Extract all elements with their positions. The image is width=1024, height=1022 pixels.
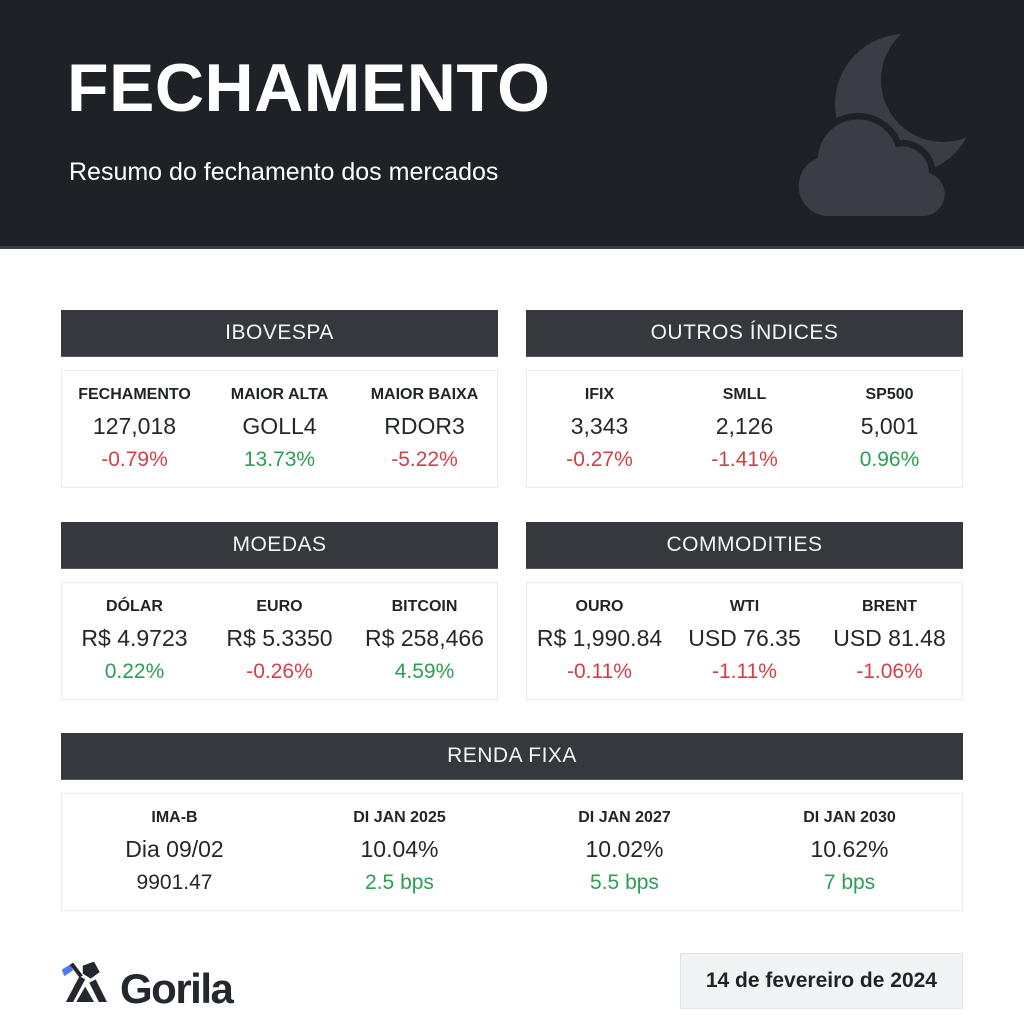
gorila-logo-icon bbox=[61, 961, 107, 1002]
panel-header-renda-fixa: RENDA FIXA bbox=[61, 732, 963, 780]
metric-change: -0.26% bbox=[246, 659, 313, 683]
metric-value: USD 76.35 bbox=[688, 624, 801, 651]
panel-card-ibovespa: FECHAMENTO 127,018 -0.79% MAIOR ALTA GOL… bbox=[61, 370, 498, 488]
metric-euro: EURO R$ 5.3350 -0.26% bbox=[207, 598, 352, 683]
panel-title: COMMODITIES bbox=[666, 532, 823, 556]
panel-title: OUTROS ÍNDICES bbox=[650, 321, 839, 344]
panel-card-renda-fixa: IMA-B Dia 09/02 9901.47 DI JAN 2025 10.0… bbox=[61, 792, 963, 911]
metric-change: 5.5 bps bbox=[590, 870, 659, 894]
metric-label: SMLL bbox=[722, 386, 767, 403]
report-date-badge: 14 de fevereiro de 2024 bbox=[679, 953, 963, 1009]
metric-value: GOLL4 bbox=[242, 412, 317, 439]
metric-label: DI JAN 2027 bbox=[578, 808, 671, 826]
metric-label: IFIX bbox=[584, 386, 615, 403]
metric-value: 127,018 bbox=[92, 412, 177, 439]
panel-moedas: MOEDAS DÓLAR R$ 4.9723 0.22% EURO R$ 5.3… bbox=[61, 521, 498, 700]
metric-change: -5.22% bbox=[391, 447, 458, 471]
panel-outros-indices: OUTROS ÍNDICES IFIX 3,343 -0.27% SMLL 2,… bbox=[526, 310, 963, 488]
metric-change: 2.5 bps bbox=[365, 870, 434, 894]
metric-value: R$ 258,466 bbox=[365, 624, 484, 651]
moon-cloud-icon bbox=[793, 18, 998, 223]
metric-smll: SMLL 2,126 -1.41% bbox=[672, 386, 817, 471]
brand-logo: Gorila bbox=[61, 953, 234, 1013]
panel-title: RENDA FIXA bbox=[447, 743, 577, 767]
page-title: FECHAMENTO bbox=[67, 50, 551, 126]
metric-change: 0.22% bbox=[104, 659, 165, 683]
metric-value: R$ 4.9723 bbox=[81, 624, 188, 651]
metric-di-jan-2027: DI JAN 2027 10.02% 5.5 bps bbox=[512, 809, 737, 894]
metric-label: FECHAMENTO bbox=[78, 386, 191, 403]
metric-maior-baixa: MAIOR BAIXA RDOR3 -5.22% bbox=[352, 386, 497, 471]
metric-change: -0.11% bbox=[567, 659, 632, 683]
metric-change: 4.59% bbox=[394, 659, 455, 683]
metric-label: EURO bbox=[256, 597, 303, 615]
panel-header-outros-indices: OUTROS ÍNDICES bbox=[526, 310, 963, 357]
metric-change: -1.06% bbox=[856, 659, 923, 683]
metric-value: R$ 1,990.84 bbox=[536, 624, 663, 651]
metric-value: 2,126 bbox=[715, 412, 774, 439]
market-summary: IBOVESPA FECHAMENTO 127,018 -0.79% MAIOR… bbox=[0, 310, 1024, 911]
metric-di-jan-2030: DI JAN 2030 10.62% 7 bps bbox=[737, 809, 962, 894]
metric-label: IMA-B bbox=[151, 808, 198, 826]
footer: Gorila 14 de fevereiro de 2024 bbox=[0, 953, 1024, 1013]
panel-title: IBOVESPA bbox=[225, 321, 334, 344]
metric-di-jan-2025: DI JAN 2025 10.04% 2.5 bps bbox=[287, 809, 512, 894]
metric-fechamento: FECHAMENTO 127,018 -0.79% bbox=[62, 386, 207, 471]
metric-wti: WTI USD 76.35 -1.11% bbox=[672, 598, 817, 683]
metric-value: 10.02% bbox=[585, 835, 664, 862]
metric-change: -0.79% bbox=[101, 447, 168, 471]
metric-dolar: DÓLAR R$ 4.9723 0.22% bbox=[62, 598, 207, 683]
metric-sp500: SP500 5,001 0.96% bbox=[817, 386, 962, 471]
panel-card-outros-indices: IFIX 3,343 -0.27% SMLL 2,126 -1.41% SP50… bbox=[526, 370, 963, 488]
metric-change: -1.11% bbox=[712, 659, 777, 683]
metric-ouro: OURO R$ 1,990.84 -0.11% bbox=[527, 598, 672, 683]
metric-label: BRENT bbox=[861, 597, 918, 615]
metric-change: 13.73% bbox=[243, 447, 316, 471]
metric-label: WTI bbox=[729, 597, 760, 615]
metric-value: Dia 09/02 bbox=[125, 835, 224, 862]
panel-header-ibovespa: IBOVESPA bbox=[61, 310, 498, 357]
panel-ibovespa: IBOVESPA FECHAMENTO 127,018 -0.79% MAIOR… bbox=[61, 310, 498, 488]
panel-commodities: COMMODITIES OURO R$ 1,990.84 -0.11% WTI … bbox=[526, 521, 963, 700]
page-subtitle: Resumo do fechamento dos mercados bbox=[69, 158, 499, 186]
metric-label: BITCOIN bbox=[391, 597, 458, 615]
panel-renda-fixa: RENDA FIXA IMA-B Dia 09/02 9901.47 DI JA… bbox=[61, 732, 963, 911]
panel-title: MOEDAS bbox=[232, 532, 327, 556]
metric-value: 10.62% bbox=[810, 835, 889, 862]
metric-value: 5,001 bbox=[860, 412, 919, 439]
metric-value: RDOR3 bbox=[384, 412, 465, 439]
metric-change: -1.41% bbox=[711, 447, 778, 471]
metric-label: MAIOR BAIXA bbox=[370, 386, 479, 403]
metric-change: 7 bps bbox=[823, 870, 876, 894]
metric-label: SP500 bbox=[865, 386, 914, 403]
metric-ifix: IFIX 3,343 -0.27% bbox=[527, 386, 672, 471]
panel-card-moedas: DÓLAR R$ 4.9723 0.22% EURO R$ 5.3350 -0.… bbox=[61, 581, 498, 700]
metric-value: 3,343 bbox=[570, 412, 629, 439]
metric-value: 10.04% bbox=[360, 835, 439, 862]
metric-bitcoin: BITCOIN R$ 258,466 4.59% bbox=[352, 598, 497, 683]
metric-value: USD 81.48 bbox=[833, 624, 946, 651]
metric-label: DI JAN 2025 bbox=[353, 808, 446, 826]
brand-name: Gorila bbox=[120, 965, 234, 1013]
metric-change: -0.27% bbox=[566, 447, 633, 471]
metric-change: 0.96% bbox=[859, 447, 920, 471]
metric-maior-alta: MAIOR ALTA GOLL4 13.73% bbox=[207, 386, 352, 471]
metric-label: DÓLAR bbox=[106, 597, 163, 615]
metric-brent: BRENT USD 81.48 -1.06% bbox=[817, 598, 962, 683]
metric-label: MAIOR ALTA bbox=[230, 386, 329, 403]
panel-header-commodities: COMMODITIES bbox=[526, 521, 963, 569]
metric-ima-b: IMA-B Dia 09/02 9901.47 bbox=[62, 809, 287, 894]
panel-header-moedas: MOEDAS bbox=[61, 521, 498, 569]
metric-label: DI JAN 2030 bbox=[803, 808, 896, 826]
metric-change: 9901.47 bbox=[136, 870, 213, 894]
panel-card-commodities: OURO R$ 1,990.84 -0.11% WTI USD 76.35 -1… bbox=[526, 581, 963, 700]
metric-label: OURO bbox=[575, 597, 624, 615]
hero-banner: FECHAMENTO Resumo do fechamento dos merc… bbox=[0, 0, 1024, 249]
metric-value: R$ 5.3350 bbox=[226, 624, 333, 651]
